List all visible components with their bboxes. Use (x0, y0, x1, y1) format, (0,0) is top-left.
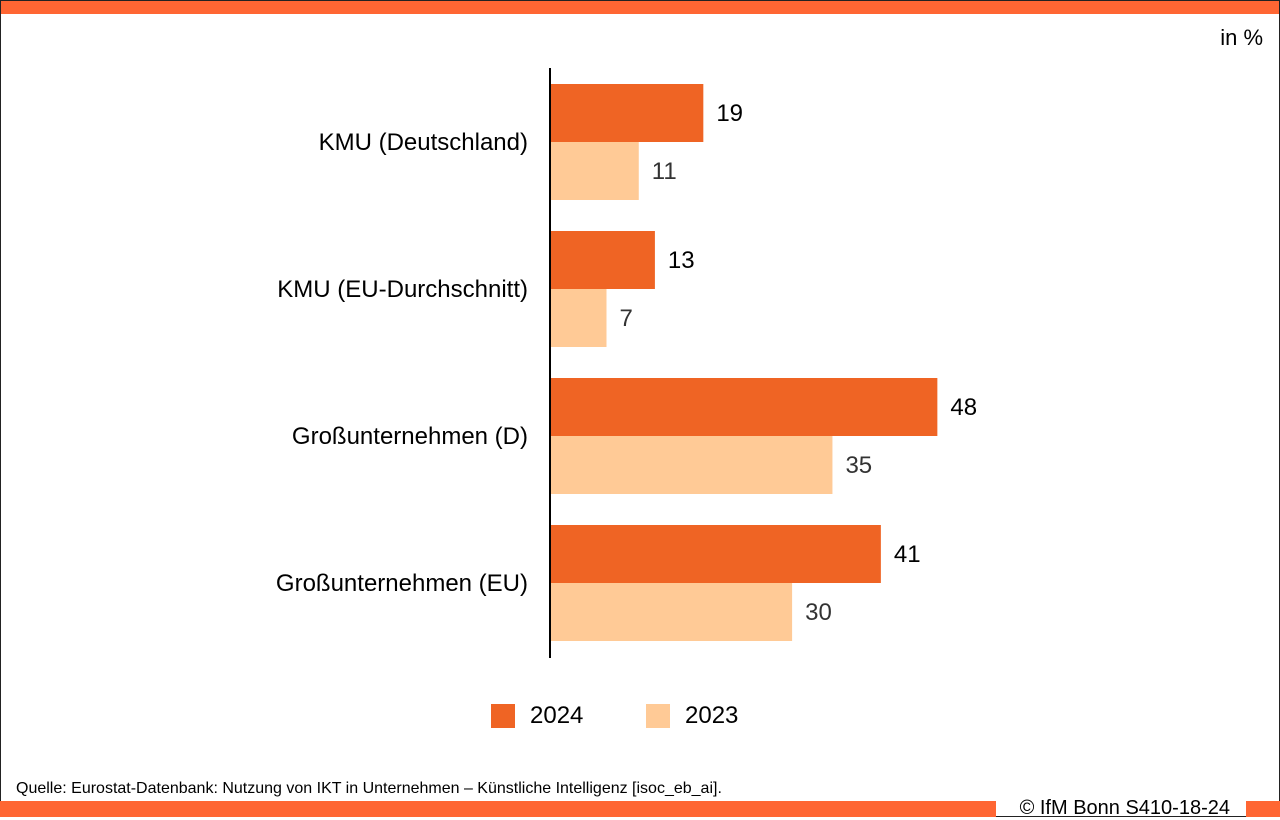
bar-2023-1 (550, 289, 607, 347)
data-label-2023-2: 35 (845, 452, 872, 479)
data-label-2024-2: 48 (950, 394, 977, 421)
data-label-2024-1: 13 (668, 247, 695, 274)
top-accent-bar (0, 0, 1280, 14)
bar-2024-1 (550, 231, 655, 289)
data-label-2024-0: 19 (716, 100, 743, 127)
chart-legend: 2024 2023 (0, 702, 1230, 734)
category-label-3: Großunternehmen (EU) (276, 570, 528, 597)
legend-label-2024: 2024 (530, 702, 584, 729)
bottom-accent-bar-left (0, 801, 996, 817)
data-label-2023-3: 30 (805, 599, 832, 626)
legend-swatch-2024 (491, 704, 515, 728)
bar-2024-2 (550, 378, 938, 436)
unit-label: in % (1220, 25, 1263, 50)
bar-2024-3 (550, 525, 881, 583)
bottom-accent-bar-right (1246, 801, 1280, 817)
source-note: Quelle: Eurostat-Datenbank: Nutzung von … (16, 780, 722, 797)
legend-item-2023: 2023 (646, 702, 738, 730)
bar-2023-3 (550, 583, 793, 641)
bar-2023-0 (550, 142, 639, 200)
bar-2023-2 (550, 436, 833, 494)
legend-item-2024: 2024 (491, 702, 583, 730)
copyright-label: © IfM Bonn S410-18-24 (1019, 797, 1230, 819)
bar-2024-0 (550, 84, 704, 142)
bar-chart: 19 11 KMU (Deutschland) 13 7 KMU (EU-Durchsch… (276, 68, 977, 658)
category-label-0: KMU (Deutschland) (319, 129, 528, 156)
category-label-1: KMU (EU-Durchschnitt) (277, 276, 528, 303)
data-label-2024-3: 41 (894, 541, 921, 568)
legend-label-2023: 2023 (685, 702, 739, 729)
data-label-2023-0: 11 (652, 158, 677, 185)
legend-swatch-2023 (646, 704, 670, 728)
data-label-2023-1: 7 (619, 305, 632, 332)
category-label-2: Großunternehmen (D) (292, 423, 528, 450)
